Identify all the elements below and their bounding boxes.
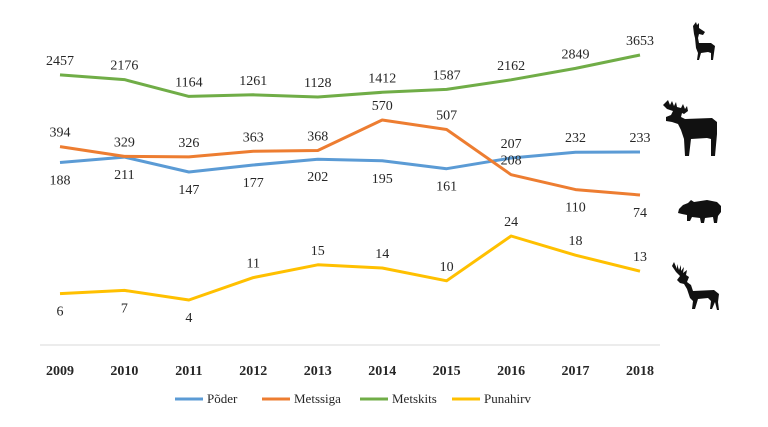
data-label: 208 — [501, 154, 522, 169]
series-line-0 — [59, 150, 641, 174]
data-label: 18 — [569, 234, 583, 249]
data-label: 507 — [436, 109, 457, 124]
data-label: 11 — [247, 257, 260, 272]
wild-boar-icon — [678, 200, 721, 223]
series-lines — [59, 53, 641, 302]
legend-label: Punahirv — [484, 391, 531, 406]
data-label: 2162 — [497, 59, 525, 74]
x-tick-label: 2015 — [433, 364, 461, 379]
data-label: 394 — [50, 126, 71, 141]
data-label: 195 — [372, 172, 393, 187]
series-line-3 — [59, 234, 641, 302]
x-tick-label: 2010 — [110, 364, 138, 379]
x-tick-label: 2014 — [368, 364, 396, 379]
data-label: 2849 — [562, 47, 590, 62]
data-label: 368 — [307, 130, 328, 145]
x-tick-label: 2012 — [239, 364, 267, 379]
data-label: 329 — [114, 135, 135, 150]
data-label: 207 — [501, 137, 522, 152]
data-label: 232 — [565, 131, 586, 146]
legend: Põder Metssiga Metskits Punahirv — [175, 391, 531, 406]
data-label: 7 — [121, 301, 128, 316]
data-label: 6 — [57, 305, 64, 320]
x-tick-label: 2017 — [562, 364, 590, 379]
x-axis-ticks: 2009 2010 2011 2012 2013 2014 2015 2016 2017 2018 — [46, 364, 654, 379]
legend-label: Metskits — [392, 391, 437, 406]
data-label: 1412 — [368, 71, 396, 86]
roe-deer-icon — [693, 22, 715, 60]
data-label: 211 — [114, 168, 134, 183]
data-label: 188 — [50, 174, 71, 189]
data-label: 2457 — [46, 54, 74, 69]
data-label: 1261 — [239, 74, 267, 89]
data-label: 363 — [243, 130, 264, 145]
moose-icon — [663, 100, 717, 156]
data-label: 2176 — [110, 59, 138, 74]
data-label: 14 — [375, 247, 389, 262]
data-label: 1164 — [175, 75, 202, 90]
data-label: 326 — [178, 136, 199, 151]
data-label: 202 — [307, 170, 328, 185]
data-label: 110 — [565, 201, 585, 216]
data-label: 1128 — [304, 76, 331, 91]
data-label: 233 — [630, 131, 651, 146]
data-label: 3653 — [626, 34, 654, 49]
x-tick-label: 2011 — [175, 364, 202, 379]
x-tick-label: 2013 — [304, 364, 332, 379]
data-label: 15 — [311, 244, 325, 259]
data-label: 4 — [185, 311, 192, 326]
data-label: 161 — [436, 180, 457, 195]
data-label: 10 — [440, 260, 454, 275]
series-line-2 — [59, 53, 641, 99]
x-tick-label: 2009 — [46, 364, 74, 379]
data-label: 147 — [178, 183, 199, 198]
data-label: 570 — [372, 99, 393, 114]
data-label: 13 — [633, 250, 647, 265]
data-label: 74 — [633, 206, 647, 221]
data-label: 24 — [504, 215, 518, 230]
legend-label: Põder — [207, 391, 238, 406]
x-tick-label: 2018 — [626, 364, 654, 379]
data-label: 1587 — [433, 68, 461, 83]
x-tick-label: 2016 — [497, 364, 525, 379]
red-deer-icon — [672, 262, 719, 310]
series-line-1 — [59, 118, 641, 197]
data-label: 177 — [243, 176, 264, 191]
legend-label: Metssiga — [294, 391, 341, 406]
